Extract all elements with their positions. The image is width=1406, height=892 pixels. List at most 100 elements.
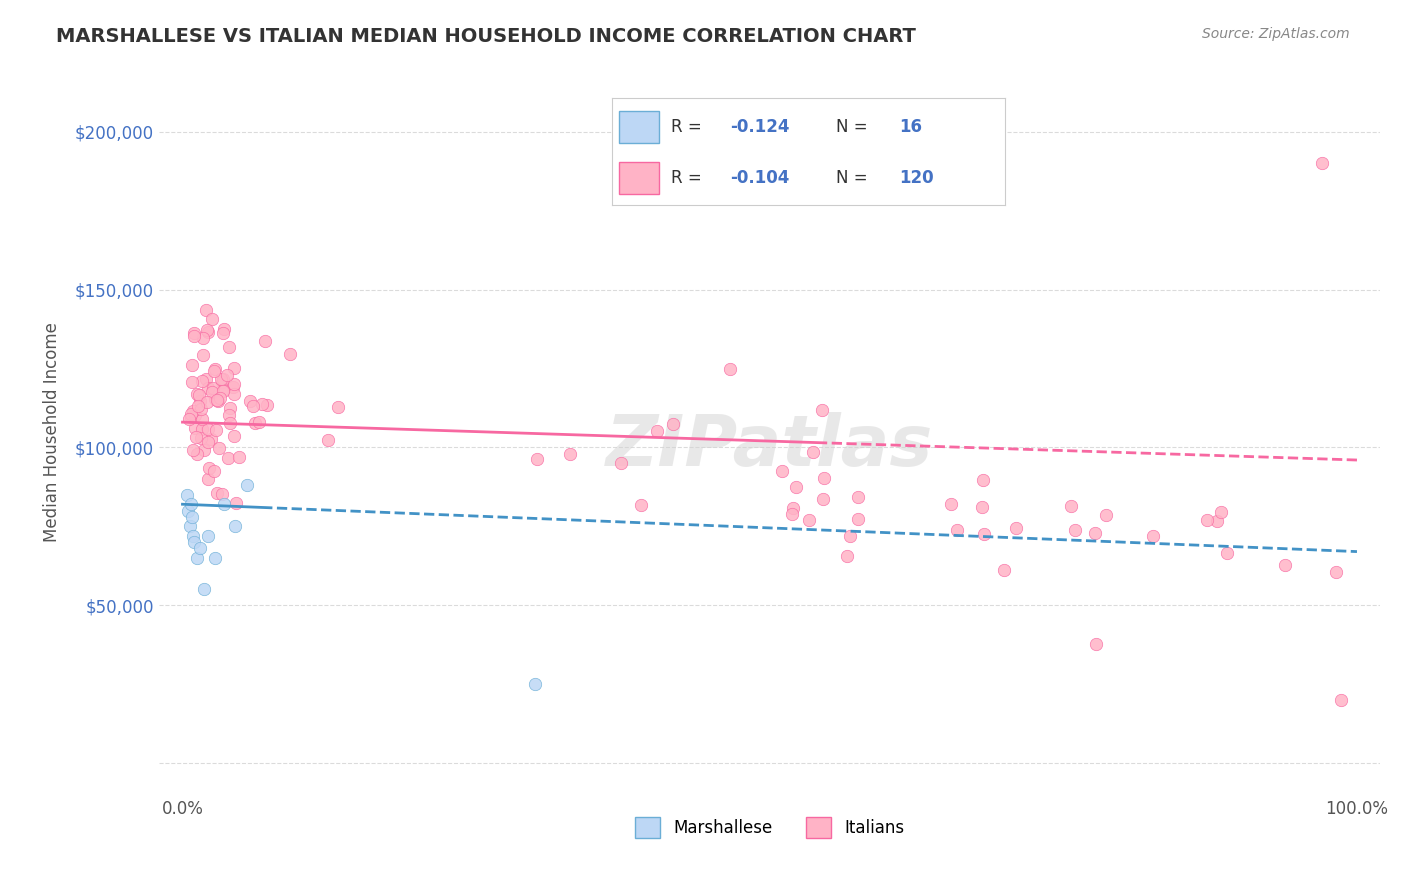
Point — [197, 325, 219, 339]
Point — [316, 433, 339, 447]
Point — [190, 431, 212, 445]
Point — [209, 372, 232, 386]
Point — [201, 384, 224, 399]
Point — [202, 364, 225, 378]
Point — [180, 497, 202, 511]
Point — [187, 399, 209, 413]
Point — [201, 311, 224, 326]
Point — [191, 330, 214, 344]
Point — [526, 452, 548, 467]
Point — [180, 509, 202, 524]
Point — [939, 497, 962, 511]
Point — [1195, 513, 1218, 527]
Point — [212, 384, 235, 398]
Point — [179, 519, 201, 533]
Point — [222, 377, 245, 392]
Point — [190, 402, 212, 417]
Point — [209, 392, 232, 406]
Point — [211, 487, 233, 501]
Point — [218, 341, 240, 355]
Point — [176, 488, 198, 502]
FancyBboxPatch shape — [620, 111, 659, 143]
Text: -0.104: -0.104 — [730, 169, 789, 187]
Point — [211, 375, 233, 389]
Point — [839, 529, 862, 543]
Point — [195, 323, 218, 337]
Point — [193, 582, 215, 597]
Point — [662, 417, 685, 431]
Point — [180, 375, 202, 389]
Point — [181, 404, 204, 418]
Point — [222, 379, 245, 393]
Point — [801, 445, 824, 459]
Point — [186, 447, 208, 461]
Point — [1095, 508, 1118, 522]
Text: N =: N = — [837, 118, 873, 136]
Point — [224, 519, 246, 533]
Point — [202, 464, 225, 478]
Point — [250, 397, 273, 411]
Point — [609, 456, 631, 470]
Point — [205, 423, 228, 437]
Point — [1216, 547, 1239, 561]
Point — [183, 328, 205, 343]
Point — [184, 430, 207, 444]
Point — [224, 386, 246, 401]
Point — [212, 322, 235, 336]
Point — [1206, 514, 1229, 528]
Point — [278, 347, 301, 361]
Point — [212, 384, 235, 398]
Point — [194, 372, 217, 386]
Point — [217, 450, 239, 465]
Point — [197, 435, 219, 450]
Point — [205, 485, 228, 500]
Point — [193, 443, 215, 458]
Point — [204, 392, 226, 406]
Point — [200, 432, 222, 446]
Point — [630, 498, 652, 512]
Point — [1142, 529, 1164, 543]
Point — [560, 446, 582, 460]
Point — [204, 550, 226, 565]
Point — [222, 361, 245, 376]
Point — [993, 563, 1015, 577]
Point — [1274, 558, 1296, 572]
Point — [1084, 526, 1107, 541]
Point — [846, 512, 869, 526]
Point — [785, 480, 807, 494]
Point — [187, 388, 209, 402]
Point — [207, 394, 229, 409]
Point — [247, 415, 270, 429]
Point — [811, 402, 834, 417]
Point — [835, 549, 858, 564]
Point — [186, 386, 208, 401]
Point — [180, 358, 202, 372]
Point — [1004, 521, 1026, 535]
Point — [184, 421, 207, 435]
Point — [813, 471, 835, 485]
FancyBboxPatch shape — [620, 162, 659, 194]
Point — [201, 381, 224, 395]
Text: N =: N = — [837, 169, 873, 187]
Point — [181, 529, 204, 543]
Point — [1084, 637, 1107, 651]
Text: MARSHALLESE VS ITALIAN MEDIAN HOUSEHOLD INCOME CORRELATION CHART: MARSHALLESE VS ITALIAN MEDIAN HOUSEHOLD … — [56, 27, 917, 45]
Point — [193, 348, 215, 362]
Point — [218, 409, 240, 423]
Point — [177, 412, 200, 426]
Y-axis label: Median Household Income: Median Household Income — [44, 322, 60, 541]
Point — [253, 334, 276, 349]
Point — [188, 393, 211, 408]
Legend: Marshallese, Italians: Marshallese, Italians — [628, 811, 911, 845]
Point — [225, 496, 247, 510]
Point — [326, 401, 349, 415]
Point — [780, 507, 803, 521]
Point — [1324, 565, 1347, 579]
Point — [1330, 693, 1353, 707]
Point — [197, 381, 219, 395]
Text: 120: 120 — [898, 169, 934, 187]
Text: R =: R = — [671, 169, 707, 187]
Point — [186, 550, 208, 565]
Text: 16: 16 — [898, 118, 922, 136]
Point — [219, 417, 242, 431]
